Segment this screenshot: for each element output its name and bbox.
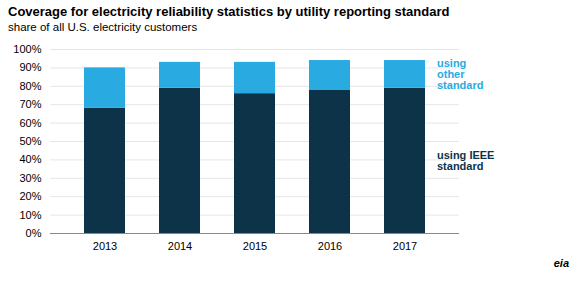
svg-text:20%: 20% — [19, 190, 41, 202]
svg-text:100%: 100% — [13, 43, 41, 55]
svg-text:0%: 0% — [26, 227, 42, 239]
svg-text:90%: 90% — [19, 61, 41, 73]
html-text:share of all U.S. electricity: share of all U.S. electricity customers — [8, 21, 198, 33]
svg-text:2014: 2014 — [168, 240, 192, 252]
svg-text:using IEEEstandard: using IEEEstandard — [437, 149, 494, 172]
svg-text:2017: 2017 — [393, 240, 417, 252]
svg-text:60%: 60% — [19, 117, 41, 129]
svg-text:40%: 40% — [19, 153, 41, 165]
svg-text:2015: 2015 — [243, 240, 267, 252]
svg-text:2013: 2013 — [93, 240, 117, 252]
html-text:Coverage for electricity relia: Coverage for electricity reliability sta… — [8, 4, 450, 19]
svg-text:50%: 50% — [19, 135, 41, 147]
html-text:eia: eia — [553, 257, 569, 269]
svg-text:80%: 80% — [19, 80, 41, 92]
svg-text:30%: 30% — [19, 172, 41, 184]
svg-text:10%: 10% — [19, 209, 41, 221]
svg-text:usingotherstandard: usingotherstandard — [437, 57, 483, 91]
svg-text:2016: 2016 — [318, 240, 342, 252]
svg-text:70%: 70% — [19, 98, 41, 110]
